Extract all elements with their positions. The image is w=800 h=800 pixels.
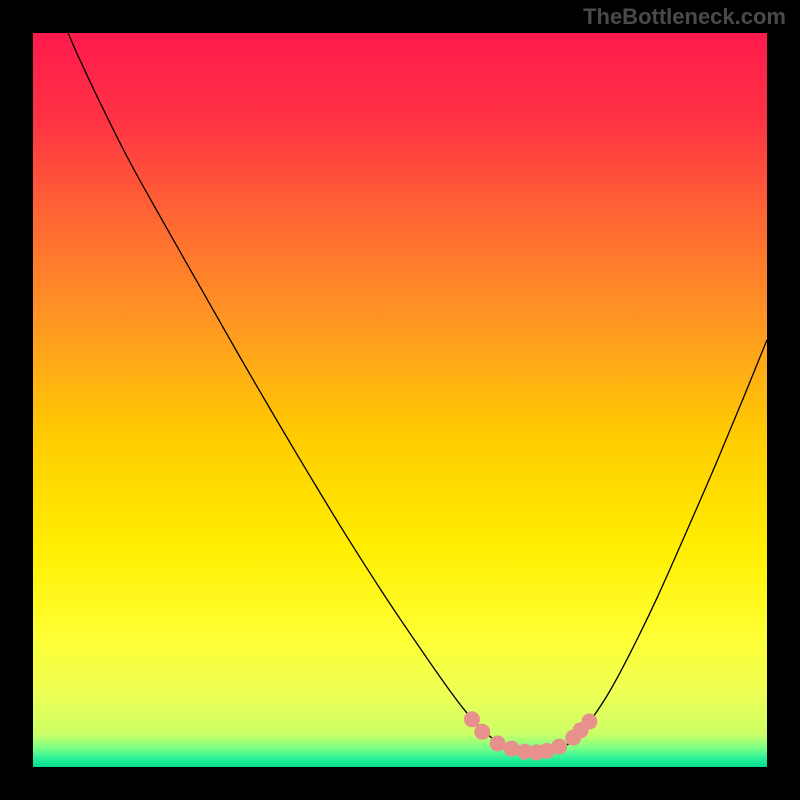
chart-container: TheBottleneck.com [0,0,800,800]
watermark-text: TheBottleneck.com [583,4,786,30]
gradient-background [33,33,767,767]
marker-point [504,741,520,757]
chart-svg [33,33,767,767]
marker-point [551,738,567,754]
marker-point [464,711,480,727]
plot-area [33,33,767,767]
marker-point [474,724,490,740]
marker-point [581,713,597,729]
marker-point [490,736,506,752]
